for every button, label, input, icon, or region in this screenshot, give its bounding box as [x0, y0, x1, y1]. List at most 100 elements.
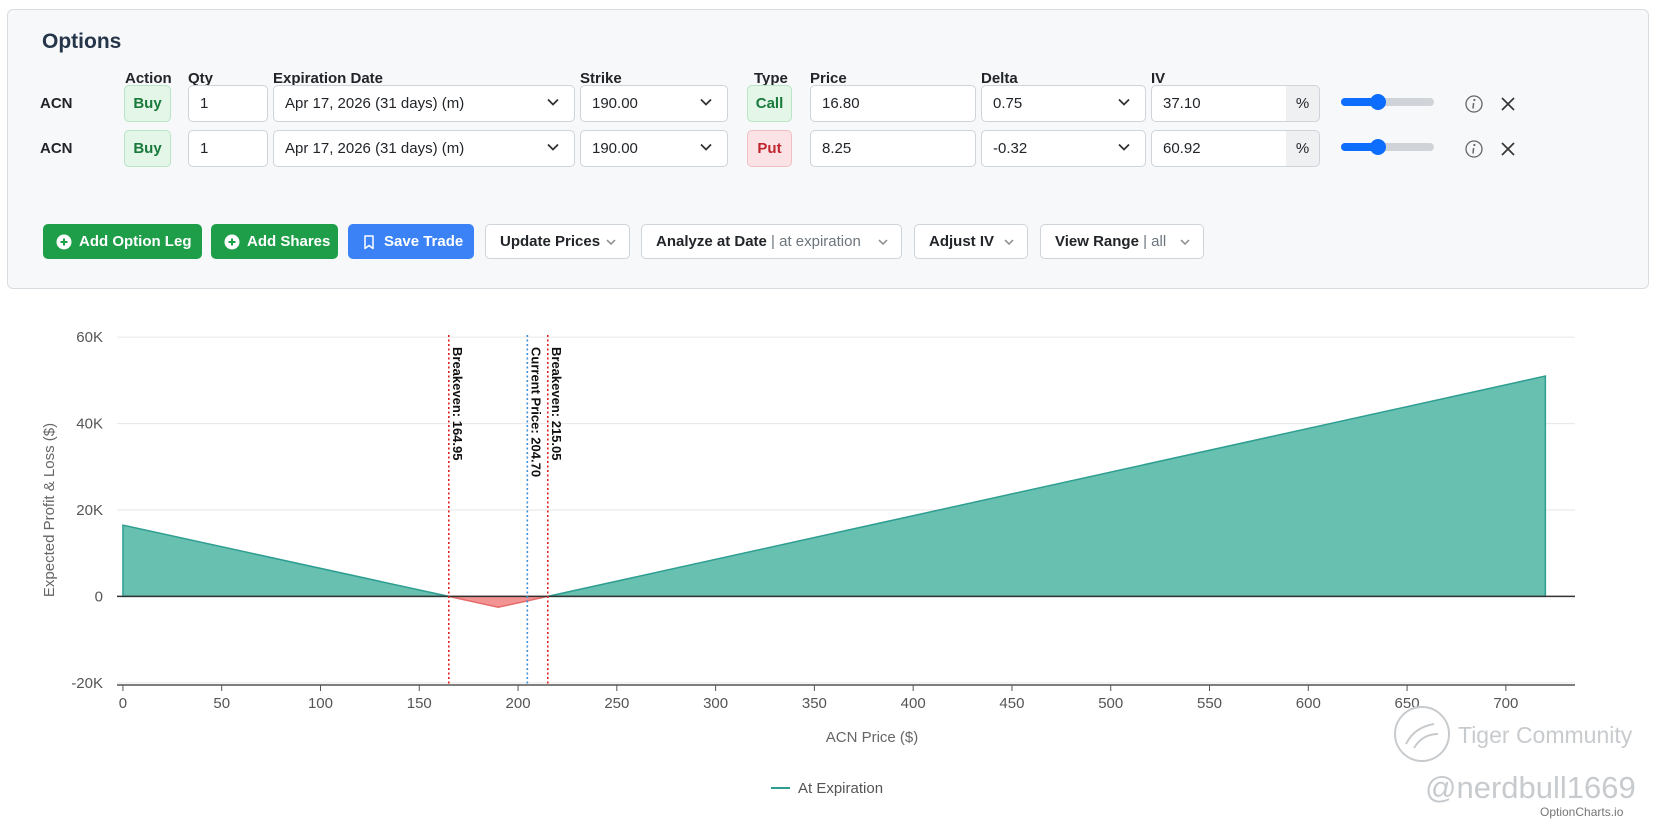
expiration-value: Apr 17, 2026 (31 days) (m) [285, 140, 465, 157]
close-icon[interactable] [1498, 94, 1518, 114]
x-axis-label: ACN Price ($) [826, 729, 919, 746]
qty-input[interactable]: 1 [188, 130, 268, 167]
strike-select[interactable]: 190.00 [580, 130, 728, 167]
expiration-select[interactable]: Apr 17, 2026 (31 days) (m) [273, 130, 575, 167]
x-tick-label: 0 [119, 695, 127, 712]
adjust-iv-dropdown[interactable]: Adjust IV [914, 224, 1028, 259]
chevron-down-icon [547, 98, 559, 106]
price-input[interactable]: 16.80 [810, 85, 976, 122]
info-icon[interactable] [1464, 94, 1484, 114]
save-trade-button[interactable]: Save Trade [348, 224, 474, 259]
analyze-at-date-value: | at expiration [771, 233, 861, 250]
expiration-select[interactable]: Apr 17, 2026 (31 days) (m) [273, 85, 575, 122]
update-prices-label: Update Prices [500, 233, 601, 250]
iv-slider-fill [1341, 98, 1379, 106]
chart-annotations: Breakeven: 164.95 Current Price: 204.70 Br… [448, 335, 564, 685]
chevron-down-icon [878, 239, 888, 246]
chevron-down-icon [700, 98, 712, 106]
add-shares-label: Add Shares [247, 233, 331, 250]
legend-label: At Expiration [798, 780, 883, 797]
profit-area [122, 524, 449, 598]
chart-legend: At Expiration [771, 780, 883, 797]
chevron-down-icon [1180, 239, 1190, 246]
x-tick-label: 200 [506, 695, 531, 712]
view-range-value: | all [1143, 233, 1167, 250]
update-prices-dropdown[interactable]: Update Prices [485, 224, 630, 259]
iv-unit: % [1286, 130, 1320, 167]
strike-value: 190.00 [592, 140, 638, 157]
chart-areas [122, 375, 1547, 609]
add-option-leg-button[interactable]: Add Option Leg [43, 224, 202, 259]
iv-slider[interactable] [1341, 139, 1434, 155]
x-tick-label: 300 [703, 695, 728, 712]
header-price: Price [810, 70, 847, 87]
leg-type-toggle[interactable]: Call [747, 85, 792, 122]
leg-ticker: ACN [40, 140, 73, 157]
leg-ticker: ACN [40, 95, 73, 112]
breakeven-label: Breakeven: 215.05 [549, 347, 564, 460]
x-axis: 0 50 100 150 200 250 300 350 400 450 500 550 600 650 7… [117, 684, 1575, 712]
header-strike: Strike [580, 70, 622, 87]
delta-select[interactable]: -0.32 [981, 130, 1146, 167]
header-type: Type [754, 70, 788, 87]
analyze-at-date-label: Analyze at Date | at expiration [656, 225, 861, 258]
price-input[interactable]: 8.25 [810, 130, 976, 167]
bookmark-icon [364, 235, 374, 250]
view-range-dropdown[interactable]: View Range | all [1040, 224, 1204, 259]
analyze-at-date-text: Analyze at Date [656, 233, 767, 250]
leg-action-toggle[interactable]: Buy [124, 130, 171, 167]
y-axis-label: Expected Profit & Loss ($) [41, 423, 58, 597]
loss-area [448, 595, 548, 609]
chevron-down-icon [700, 143, 712, 151]
view-range-label: View Range | all [1055, 225, 1166, 258]
chevron-down-icon [1004, 239, 1014, 246]
delta-value: 0.75 [993, 95, 1023, 112]
x-tick-label: 600 [1296, 695, 1321, 712]
iv-unit: % [1286, 85, 1320, 122]
header-expiration: Expiration Date [273, 70, 384, 87]
view-range-text: View Range [1055, 233, 1139, 250]
header-iv: IV [1151, 70, 1166, 87]
breakeven-label: Breakeven: 164.95 [450, 347, 465, 460]
y-tick-label: -20K [71, 675, 103, 692]
iv-slider-handle[interactable] [1370, 139, 1387, 155]
x-tick-label: 450 [999, 695, 1024, 712]
x-tick-label: 550 [1197, 695, 1222, 712]
add-shares-button[interactable]: Add Shares [211, 224, 338, 259]
iv-slider-handle[interactable] [1370, 94, 1387, 110]
iv-input[interactable]: 60.92 [1151, 130, 1287, 167]
adjust-iv-label: Adjust IV [929, 233, 995, 250]
delta-select[interactable]: 0.75 [981, 85, 1146, 122]
header-qty: Qty [188, 70, 214, 87]
header-delta: Delta [981, 70, 1018, 87]
y-axis: 60K 40K 20K 0 -20K [71, 329, 1575, 692]
chevron-down-icon [1118, 98, 1130, 106]
chevron-down-icon [606, 239, 616, 246]
plus-circle-icon [224, 234, 240, 250]
y-tick-label: 0 [95, 588, 103, 605]
x-tick-label: 700 [1493, 695, 1518, 712]
info-icon[interactable] [1464, 139, 1484, 159]
watermark-site: OptionCharts.io [1540, 805, 1624, 819]
chevron-down-icon [547, 143, 559, 151]
x-tick-label: 350 [802, 695, 827, 712]
x-tick-label: 400 [901, 695, 926, 712]
watermark-handle: @nerdbull1669 [1425, 770, 1636, 805]
analyze-at-date-dropdown[interactable]: Analyze at Date | at expiration [641, 224, 902, 259]
header-action: Action [125, 70, 172, 87]
tiger-community-logo-icon [1394, 706, 1450, 762]
strike-select[interactable]: 190.00 [580, 85, 728, 122]
leg-type-toggle[interactable]: Put [747, 130, 792, 167]
x-tick-label: 500 [1098, 695, 1123, 712]
leg-action-toggle[interactable]: Buy [124, 85, 171, 122]
close-icon[interactable] [1498, 139, 1518, 159]
expiration-value: Apr 17, 2026 (31 days) (m) [285, 95, 465, 112]
iv-slider[interactable] [1341, 94, 1434, 110]
save-trade-label: Save Trade [384, 233, 464, 250]
iv-slider-fill [1341, 143, 1379, 151]
watermark-community: Tiger Community [1458, 722, 1633, 748]
qty-input[interactable]: 1 [188, 85, 268, 122]
y-tick-label: 20K [76, 502, 103, 519]
x-tick-label: 50 [213, 695, 230, 712]
